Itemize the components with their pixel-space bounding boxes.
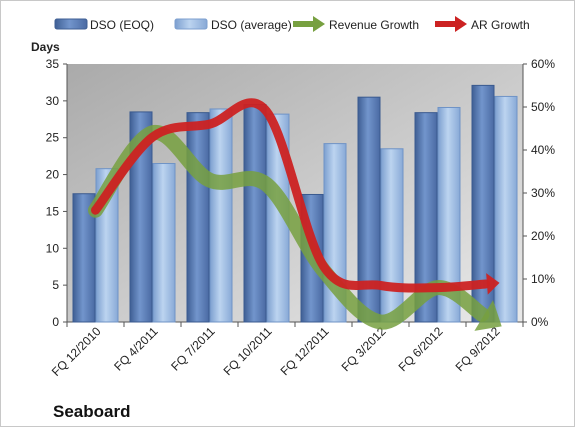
legend-label-revenue-growth: Revenue Growth	[329, 18, 419, 32]
legend: DSO (EOQ) DSO (average) Revenue Growth A…	[54, 16, 530, 32]
bar-dso-eoq	[186, 112, 210, 323]
bar-dso-average	[437, 106, 461, 323]
line-ar-growth	[91, 98, 491, 293]
legend-swatch-dso-eoq	[54, 18, 88, 30]
left-tick-label: 35	[46, 57, 60, 71]
right-tick-label: 50%	[531, 100, 555, 114]
legend-label-dso-eoq: DSO (EOQ)	[90, 18, 154, 32]
legend-label-ar-growth: AR Growth	[471, 18, 530, 32]
brand-label: Seaboard	[53, 402, 130, 421]
left-tick-label: 20	[46, 168, 60, 182]
left-tick-label: 15	[46, 204, 60, 218]
bar-dso-average	[209, 108, 233, 323]
right-tick-label: 10%	[531, 272, 555, 286]
right-axis-ticks: 0% 10% 20% 30% 40% 50% 60%	[523, 57, 555, 329]
legend-arrow-revenue-growth	[293, 16, 325, 32]
bar-dso-eoq	[414, 112, 438, 323]
right-tick-label: 0%	[531, 315, 549, 329]
legend-label-dso-average: DSO (average)	[211, 18, 292, 32]
x-axis-ticks: FQ 12/2010 FQ 4/2011 FQ 7/2011 FQ 10/2011 FQ…	[49, 322, 524, 379]
arrow-head-ar-growth	[486, 273, 500, 295]
x-tick-label: FQ 9/2012	[453, 324, 503, 374]
x-tick-label: FQ 12/2010	[49, 324, 104, 379]
left-tick-label: 25	[46, 131, 60, 145]
left-tick-label: 0	[52, 315, 59, 329]
left-tick-label: 30	[46, 94, 60, 108]
x-tick-label: FQ 10/2011	[221, 324, 275, 378]
bar-dso-eoq	[129, 111, 153, 323]
bar-dso-average	[380, 148, 404, 323]
x-tick-label: FQ 12/2011	[278, 324, 332, 378]
right-tick-label: 60%	[531, 57, 555, 71]
legend-swatch-dso-average	[174, 18, 208, 30]
left-tick-label: 10	[46, 241, 60, 255]
legend-item-ar-growth: AR Growth	[435, 16, 530, 32]
legend-item-dso-eoq: DSO (EOQ)	[54, 18, 154, 32]
bar-dso-average	[152, 163, 176, 323]
bar-series	[72, 84, 518, 323]
right-tick-label: 30%	[531, 186, 555, 200]
x-tick-label: FQ 6/2012	[396, 324, 446, 374]
bar-dso-average	[494, 95, 518, 323]
x-tick-label: FQ 3/2012	[339, 324, 389, 374]
legend-item-revenue-growth: Revenue Growth	[293, 16, 419, 32]
bar-dso-eoq	[243, 104, 267, 323]
left-tick-label: 5	[52, 278, 59, 292]
right-tick-label: 20%	[531, 229, 555, 243]
right-tick-label: 40%	[531, 143, 555, 157]
bar-dso-eoq	[72, 193, 96, 323]
legend-arrow-ar-growth	[435, 16, 467, 32]
left-axis-ticks: 0 5 10 15 20 25 30 35	[46, 57, 67, 329]
y-axis-title: Days	[31, 40, 60, 54]
line-series	[88, 98, 502, 331]
legend-item-dso-average: DSO (average)	[174, 18, 292, 32]
x-tick-label: FQ 4/2011	[111, 324, 161, 374]
arrow-head-revenue-growth	[474, 300, 502, 331]
x-tick-label: FQ 7/2011	[168, 324, 218, 374]
